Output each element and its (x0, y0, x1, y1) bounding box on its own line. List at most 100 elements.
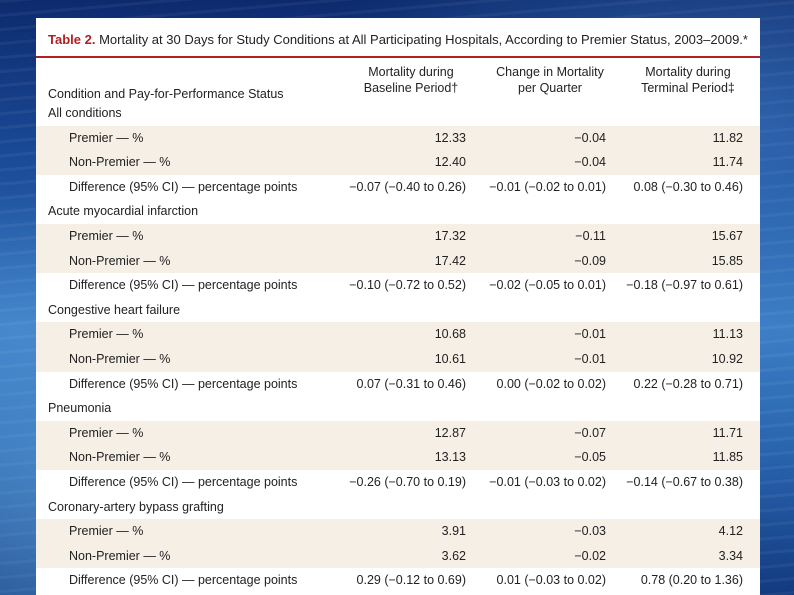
baseline-value: 0.29 (−0.12 to 0.69) (356, 573, 466, 588)
baseline-value: −0.26 (−0.70 to 0.19) (349, 475, 466, 489)
change-value: −0.04 (574, 130, 606, 145)
row-label: Non-Premier — % (69, 253, 171, 268)
table-row: Non-Premier — % 12.40 −0.04 11.74 (36, 150, 760, 175)
table-row: Premier — % 12.33 −0.04 11.82 (36, 125, 760, 151)
baseline-value: 12.87 (434, 425, 466, 440)
section-row: Acute myocardial infarction (36, 199, 760, 224)
baseline-value: 17.32 (434, 229, 466, 243)
row-label: Non-Premier — % (69, 155, 171, 170)
change-value: −0.01 (574, 327, 606, 342)
change-value: −0.02 (574, 548, 606, 563)
change-value: −0.07 (574, 425, 606, 440)
baseline-value: 3.62 (441, 548, 466, 563)
table-row: Premier — % 10.68 −0.01 11.13 (36, 322, 760, 347)
section-label: Congestive heart failure (48, 302, 181, 317)
section-row: Pneumonia (36, 396, 760, 421)
terminal-value: 3.34 (718, 548, 743, 563)
table-row: Difference (95% CI) — percentage points −… (36, 175, 760, 200)
baseline-value: 12.40 (434, 155, 466, 170)
terminal-value: 0.08 (−0.30 to 0.46) (633, 179, 743, 194)
table-title: Table 2. Mortality at 30 Days for Study … (36, 18, 760, 56)
baseline-value: 3.91 (441, 524, 466, 539)
header-terminal: Mortality during Terminal Period‡ (626, 64, 750, 96)
change-value: −0.03 (574, 524, 606, 539)
change-value: −0.05 (574, 450, 606, 465)
table-row: Difference (95% CI) — percentage points −… (36, 470, 760, 495)
table-number: Table 2. (48, 32, 96, 47)
header-terminal-line1: Mortality during (645, 65, 731, 79)
change-value: 0.01 (−0.03 to 0.02) (496, 573, 606, 588)
header-baseline: Mortality during Baseline Period† (346, 64, 476, 96)
baseline-value: 0.07 (−0.31 to 0.46) (356, 376, 466, 391)
header-change-line2: per Quarter (518, 81, 582, 95)
row-label: Premier — % (69, 327, 144, 342)
baseline-value: 17.42 (434, 253, 466, 268)
change-value: −0.01 (574, 352, 606, 366)
terminal-value: −0.18 (−0.97 to 0.61) (626, 278, 743, 293)
change-value: −0.04 (574, 155, 606, 170)
baseline-value: −0.07 (−0.40 to 0.26) (349, 179, 466, 194)
section-label: Acute myocardial infarction (48, 204, 199, 219)
table-row: Non-Premier — % 3.62 −0.02 3.34 (36, 543, 760, 569)
section-row: All conditions (36, 101, 760, 126)
row-label: Non-Premier — % (69, 352, 171, 366)
row-label: Difference (95% CI) — percentage points (69, 179, 298, 194)
change-value: −0.01 (−0.02 to 0.01) (489, 179, 606, 194)
baseline-value: 10.61 (434, 352, 466, 366)
table-row: Non-Premier — % 10.61 −0.01 10.92 (36, 347, 760, 372)
section-label: All conditions (48, 106, 122, 120)
header-change: Change in Mortality per Quarter (476, 64, 624, 96)
row-label: Difference (95% CI) — percentage points (69, 376, 298, 391)
change-value: −0.02 (−0.05 to 0.01) (489, 278, 606, 293)
terminal-value: 0.22 (−0.28 to 0.71) (633, 376, 743, 391)
row-label: Difference (95% CI) — percentage points (69, 573, 298, 588)
terminal-value: 4.12 (718, 524, 743, 539)
baseline-value: 10.68 (434, 327, 466, 342)
table-caption: Mortality at 30 Days for Study Condition… (99, 32, 748, 47)
change-value: 0.00 (−0.02 to 0.02) (496, 376, 606, 391)
header-baseline-line1: Mortality during (368, 65, 454, 79)
header-baseline-line2: Baseline Period† (363, 81, 459, 95)
baseline-value: 13.13 (434, 450, 466, 465)
terminal-value: 11.74 (712, 155, 743, 170)
row-label: Difference (95% CI) — percentage points (69, 475, 298, 489)
terminal-value: 10.92 (711, 352, 743, 366)
table-row: Premier — % 12.87 −0.07 11.71 (36, 420, 760, 446)
terminal-value: 11.71 (712, 425, 743, 440)
baseline-value: −0.10 (−0.72 to 0.52) (349, 278, 466, 293)
table-row: Non-Premier — % 13.13 −0.05 11.85 (36, 445, 760, 470)
row-label: Non-Premier — % (69, 548, 171, 563)
terminal-value: 11.13 (712, 327, 743, 342)
header-terminal-line2: Terminal Period‡ (641, 81, 735, 95)
section-row: Congestive heart failure (36, 298, 760, 323)
row-label: Non-Premier — % (69, 450, 171, 465)
change-value: −0.11 (575, 229, 606, 243)
terminal-value: 15.85 (711, 253, 743, 268)
baseline-value: 12.33 (434, 130, 466, 145)
table-row: Difference (95% CI) — percentage points 0… (36, 568, 760, 593)
row-label: Premier — % (69, 425, 144, 440)
change-value: −0.01 (−0.03 to 0.02) (489, 475, 606, 489)
section-label: Pneumonia (48, 401, 112, 416)
change-value: −0.09 (574, 253, 606, 268)
table-row: Premier — % 3.91 −0.03 4.12 (36, 519, 760, 544)
row-label: Premier — % (69, 229, 144, 243)
terminal-value: 0.78 (0.20 to 1.36) (640, 573, 743, 588)
table-row: Non-Premier — % 17.42 −0.09 15.85 (36, 248, 760, 274)
terminal-value: 11.82 (712, 130, 743, 145)
section-row: Coronary-artery bypass grafting (36, 495, 760, 520)
terminal-value: 15.67 (711, 229, 743, 243)
row-label: Difference (95% CI) — percentage points (69, 278, 298, 293)
top-rule (36, 56, 760, 58)
table-row: Difference (95% CI) — percentage points 0… (36, 372, 760, 397)
terminal-value: 11.85 (712, 450, 743, 465)
table-card: Table 2. Mortality at 30 Days for Study … (36, 18, 760, 595)
row-label: Premier — % (69, 130, 144, 145)
section-label: Coronary-artery bypass grafting (48, 499, 224, 514)
header-condition: Condition and Pay-for-Performance Status (48, 87, 284, 101)
header-change-line1: Change in Mortality (496, 65, 604, 79)
row-label: Premier — % (69, 524, 144, 539)
table-row: Premier — % 17.32 −0.11 15.67 (36, 224, 760, 249)
table-row: Difference (95% CI) — percentage points −… (36, 273, 760, 298)
table-header: Condition and Pay-for-Performance Status… (36, 64, 760, 114)
